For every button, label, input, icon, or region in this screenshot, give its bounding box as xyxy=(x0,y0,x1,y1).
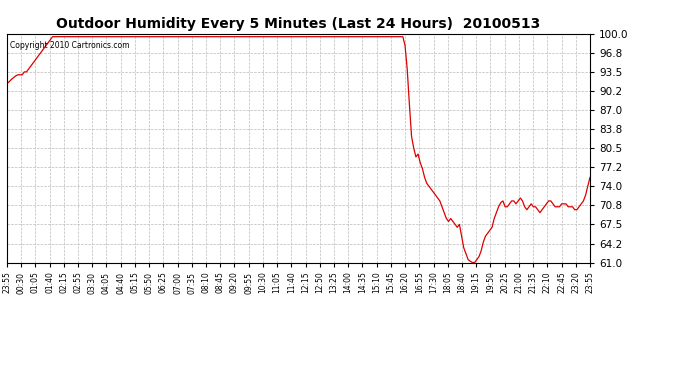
Title: Outdoor Humidity Every 5 Minutes (Last 24 Hours)  20100513: Outdoor Humidity Every 5 Minutes (Last 2… xyxy=(57,17,540,31)
Text: Copyright 2010 Cartronics.com: Copyright 2010 Cartronics.com xyxy=(10,40,129,50)
